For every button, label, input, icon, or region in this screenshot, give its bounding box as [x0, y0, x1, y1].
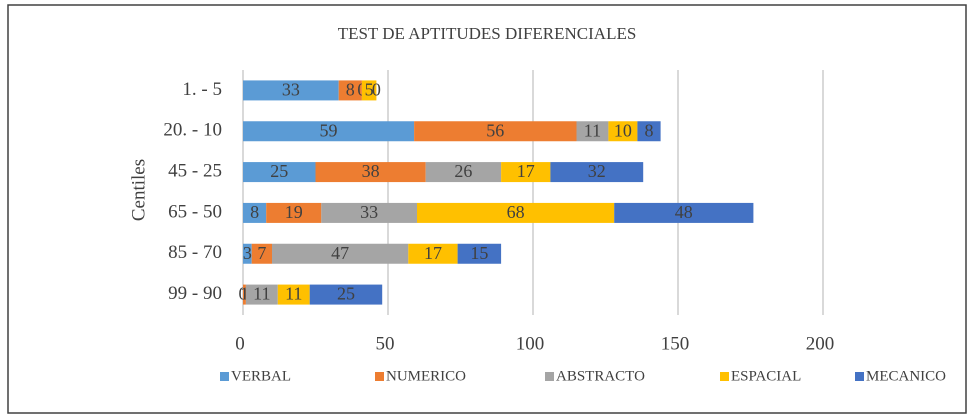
data-label: 1 — [240, 284, 249, 304]
data-label: 8 — [645, 120, 654, 140]
legend-label: NUMERICO — [386, 368, 466, 384]
bar-segment — [272, 243, 409, 264]
data-label: 11 — [253, 284, 270, 304]
legend-swatch — [220, 372, 229, 381]
data-label: 38 — [362, 161, 380, 181]
bar-segment — [408, 243, 458, 264]
data-label: 33 — [282, 80, 300, 100]
data-label: 48 — [675, 202, 693, 222]
x-tick-label: 150 — [661, 333, 690, 354]
bar-segment — [637, 121, 661, 142]
data-label: 56 — [486, 120, 504, 140]
data-label: 11 — [285, 284, 302, 304]
data-label: 7 — [257, 243, 266, 263]
y-tick-label: 85 - 70 — [168, 242, 222, 263]
chart-title: TEST DE APTITUDES DIFERENCIALES — [338, 24, 637, 43]
x-tick-label: 100 — [516, 333, 545, 354]
bar-segment — [425, 162, 502, 183]
data-label: 11 — [584, 120, 601, 140]
data-label: 68 — [507, 202, 525, 222]
legend-swatch — [720, 372, 729, 381]
data-label: 25 — [337, 284, 355, 304]
data-label: 33 — [360, 202, 378, 222]
data-label: 19 — [285, 202, 303, 222]
y-axis-label: Centiles — [128, 159, 149, 221]
bar-segment — [608, 121, 638, 142]
data-label: 15 — [470, 243, 488, 263]
data-label: 32 — [588, 161, 606, 181]
legend-swatch — [855, 372, 864, 381]
bar-segment — [309, 284, 383, 305]
bar-segment — [550, 162, 644, 183]
legend-label: VERBAL — [231, 368, 291, 384]
y-tick-label: 65 - 50 — [168, 201, 222, 222]
legend-label: ABSTRACTO — [556, 368, 645, 384]
data-label: 0 — [372, 80, 381, 100]
x-tick-label: 0 — [235, 333, 245, 354]
bar-segment — [243, 243, 252, 264]
bar-segment — [277, 284, 310, 305]
bar-segment — [414, 121, 577, 142]
y-tick-label: 99 - 90 — [168, 283, 222, 304]
y-tick-label: 20. - 10 — [163, 120, 222, 141]
bar-segment — [243, 121, 415, 142]
bar-segment — [251, 243, 272, 264]
data-label: 17 — [424, 243, 442, 263]
data-label: 47 — [331, 243, 349, 263]
data-label: 8 — [250, 202, 259, 222]
bar-segment — [338, 80, 362, 101]
bar-segment — [315, 162, 426, 183]
data-label: 17 — [517, 161, 535, 181]
legend-swatch — [375, 372, 384, 381]
bar-segment — [361, 80, 377, 101]
x-tick-label: 50 — [376, 333, 395, 354]
data-label: 10 — [614, 120, 632, 140]
bar-segment — [321, 202, 417, 223]
bar-segment — [501, 162, 551, 183]
bar-segment — [245, 284, 278, 305]
bar-segment — [457, 243, 502, 264]
bar-segment — [266, 202, 322, 223]
bar-segment — [243, 202, 267, 223]
bar-segment — [576, 121, 609, 142]
bar-segment — [243, 80, 339, 101]
bar-segment — [614, 202, 754, 223]
data-label: 25 — [270, 161, 288, 181]
x-tick-label: 200 — [806, 333, 835, 354]
data-label: 26 — [454, 161, 472, 181]
data-label: 8 — [346, 80, 355, 100]
legend-label: ESPACIAL — [731, 368, 801, 384]
legend-swatch — [545, 372, 554, 381]
data-label: 5 — [365, 80, 374, 100]
y-tick-label: 45 - 25 — [168, 160, 222, 181]
bar-segment — [243, 284, 246, 305]
data-label: 3 — [243, 243, 252, 263]
y-tick-label: 1. - 5 — [182, 79, 222, 100]
bar-segment — [243, 162, 316, 183]
bar-segment — [417, 202, 615, 223]
legend-label: MECANICO — [866, 368, 946, 384]
data-label: 59 — [320, 120, 338, 140]
